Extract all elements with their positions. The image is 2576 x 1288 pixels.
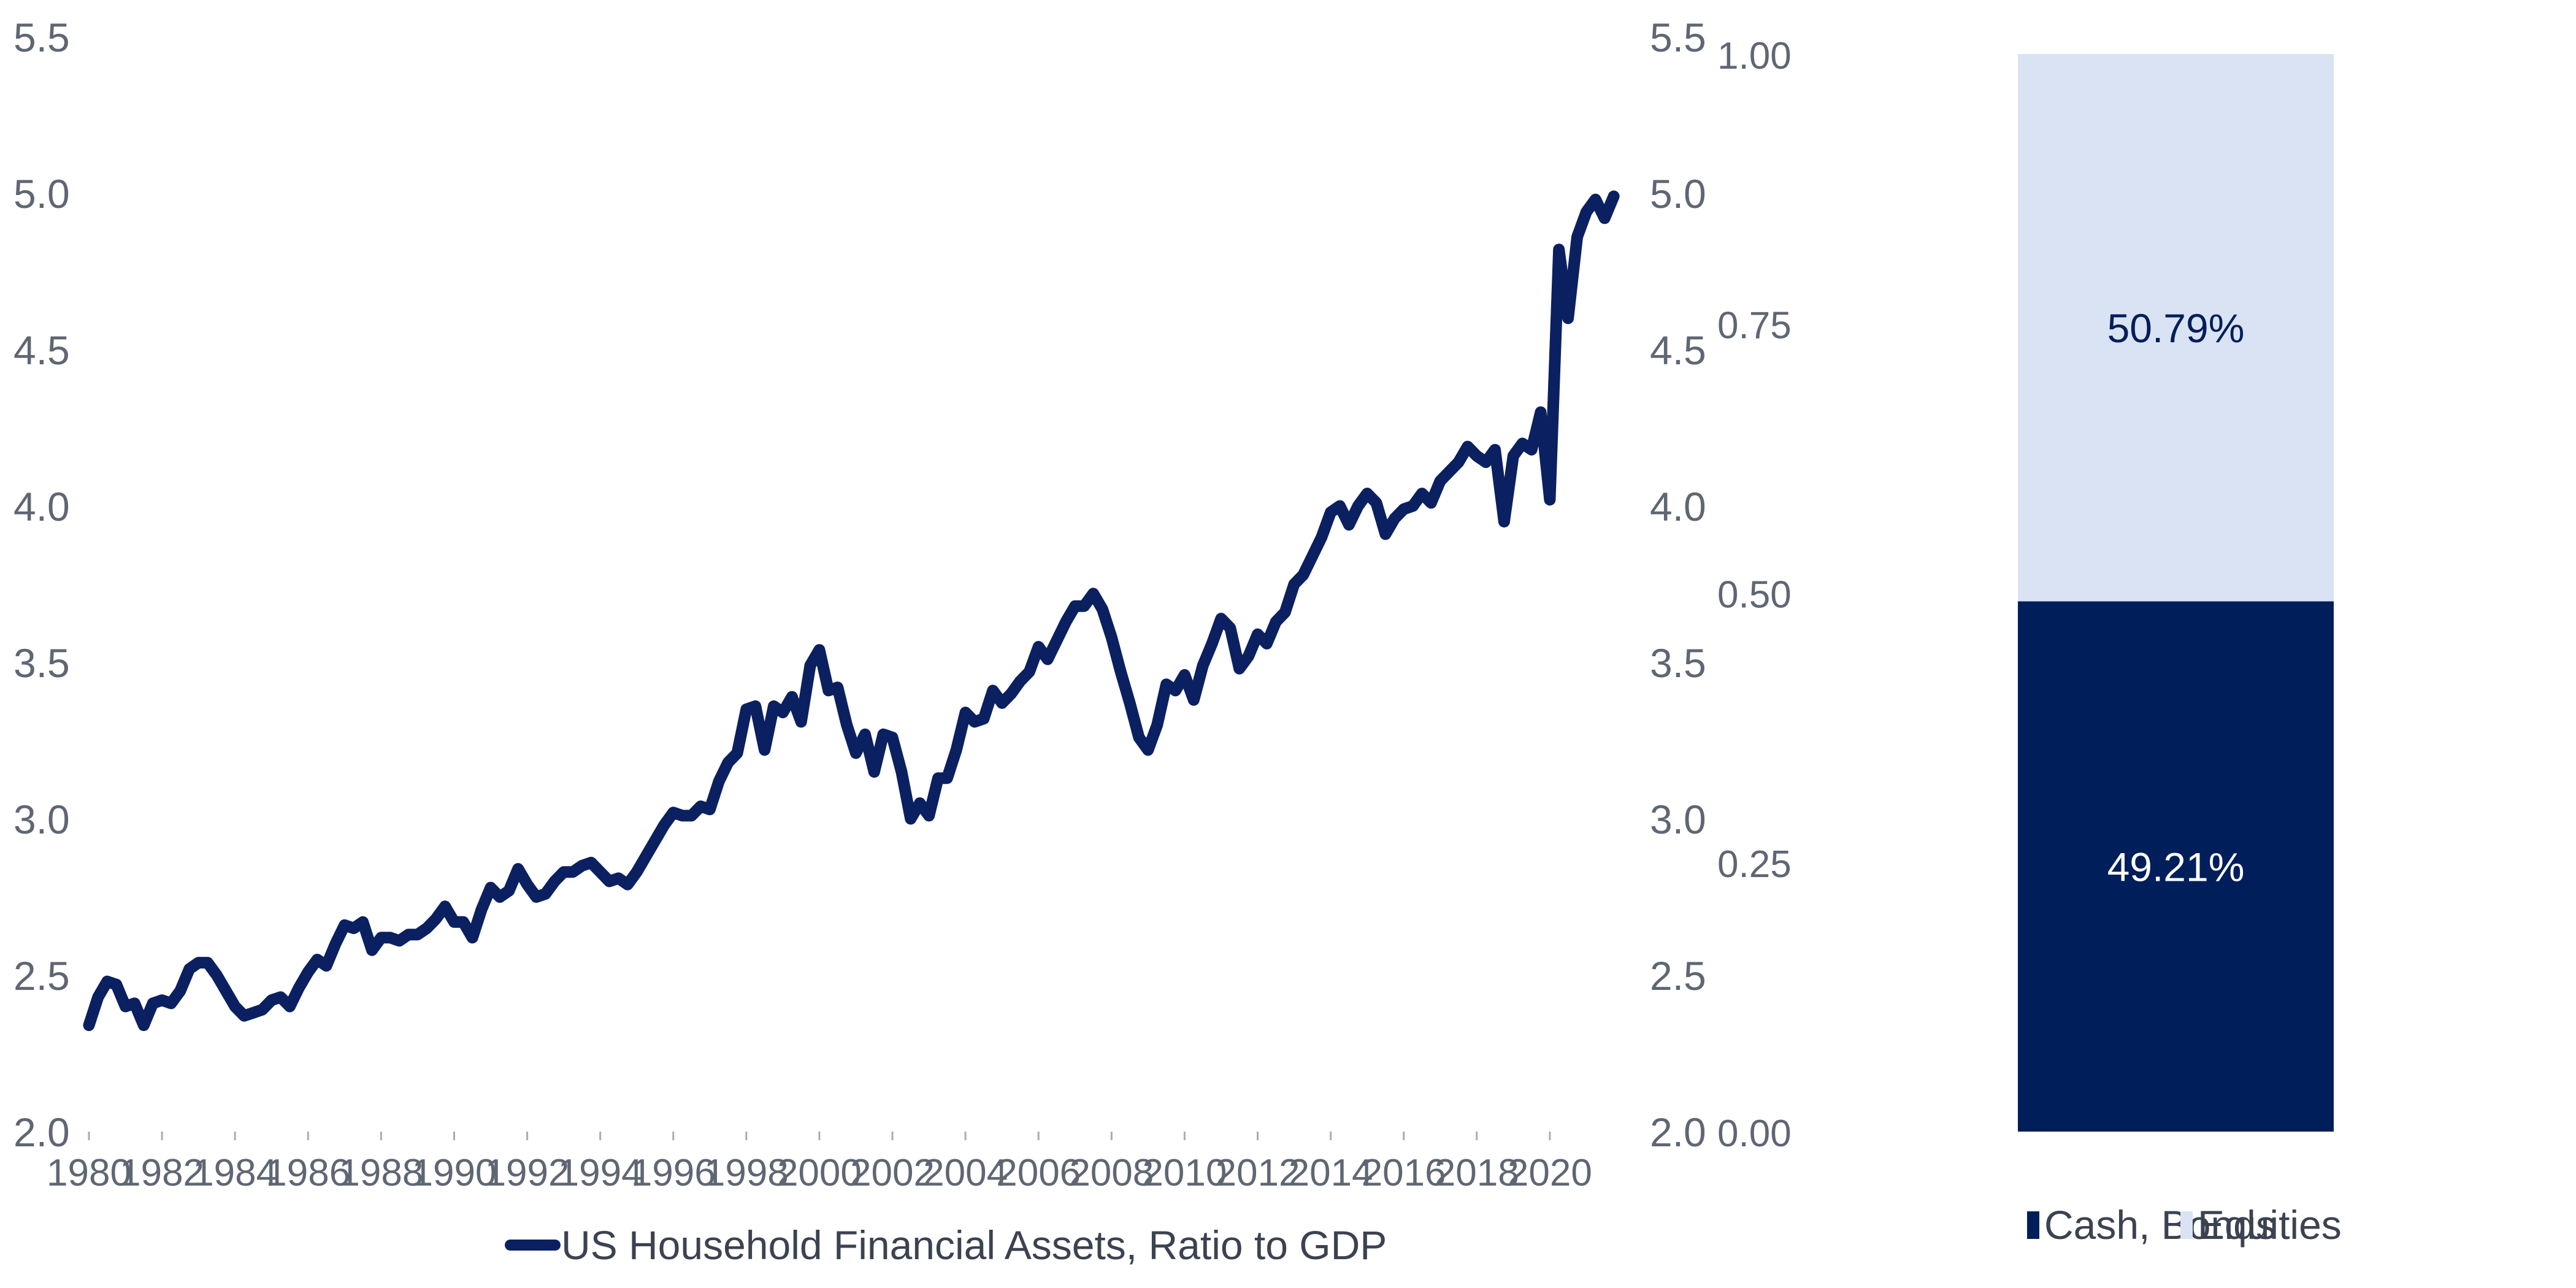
- series-line-household-assets: [83, 190, 1620, 1032]
- x-tick-18: 2016: [1362, 1152, 1446, 1194]
- x-tick-17: 2014: [1289, 1152, 1373, 1194]
- legend-label-cash-bonds: Cash, Bonds: [2044, 1202, 2276, 1248]
- y-left-tick-4: 4.0: [13, 484, 70, 529]
- x-tick-13: 2006: [996, 1152, 1081, 1194]
- bar-y-tick-0: 0.00: [1717, 1113, 1792, 1155]
- x-tick-9: 1998: [704, 1152, 789, 1194]
- x-tick-3: 1986: [266, 1152, 350, 1194]
- bar-y-tick-3: 0.75: [1717, 304, 1792, 347]
- bar-y-tick-2: 0.50: [1717, 574, 1792, 616]
- legend-swatch-equities: [2180, 1211, 2193, 1239]
- x-tick-15: 2010: [1142, 1152, 1227, 1194]
- y-right-tick-5: 4.5: [1650, 328, 1706, 373]
- legend-label-household-assets: US Household Financial Assets, Ratio to …: [561, 1222, 1387, 1268]
- y-left-tick-1: 2.5: [13, 953, 70, 999]
- y-right-tick-4: 4.0: [1650, 484, 1706, 529]
- x-tick-19: 2018: [1435, 1152, 1519, 1194]
- x-tick-14: 2008: [1069, 1152, 1154, 1194]
- x-tick-10: 2000: [777, 1152, 862, 1194]
- y-left-tick-0: 2.0: [13, 1110, 70, 1155]
- y-right-tick-3: 3.5: [1650, 640, 1706, 686]
- bar-segment-equities: [2018, 54, 2334, 602]
- x-tick-5: 1990: [412, 1152, 496, 1194]
- x-tick-20: 2020: [1508, 1152, 1592, 1194]
- y-left-tick-3: 3.5: [13, 640, 70, 686]
- legend-swatch-cash-bonds: [2027, 1211, 2039, 1239]
- bar-y-tick-4: 1.00: [1717, 35, 1792, 77]
- x-tick-12: 2004: [923, 1152, 1008, 1194]
- stacked-bar-chart: 0.00 0.25 0.50 0.75 1.00 49.21% 50.79% Cash, Bo…: [1717, 35, 2342, 1248]
- y-right-tick-1: 2.5: [1650, 953, 1706, 999]
- y-left-tick-2: 3.0: [13, 797, 70, 842]
- x-tick-8: 1996: [631, 1152, 716, 1194]
- y-right-tick-2: 3.0: [1650, 797, 1706, 842]
- y-left-tick-5: 4.5: [13, 328, 70, 373]
- line-chart: 2.0 2.5 3.0 3.5 4.0 4.5 5.0 5.5 2.0 2.5 3.0 3.5 4.0 4…: [13, 15, 1706, 1268]
- y-right-tick-7: 5.5: [1650, 15, 1706, 60]
- y-left-tick-6: 5.0: [13, 171, 70, 217]
- y-right-tick-0: 2.0: [1650, 1110, 1706, 1155]
- bar-segment-cash-bonds: [2018, 601, 2334, 1132]
- y-left-tick-7: 5.5: [13, 15, 70, 60]
- x-tick-7: 1994: [558, 1152, 643, 1194]
- x-tick-2: 1984: [193, 1152, 277, 1194]
- x-tick-1: 1982: [120, 1152, 204, 1194]
- y-right-tick-6: 5.0: [1650, 171, 1706, 217]
- x-tick-11: 2002: [850, 1152, 935, 1194]
- x-tick-0: 1980: [47, 1152, 131, 1194]
- data-label-equities: 50.79%: [2107, 305, 2245, 351]
- legend-label-equities: Equities: [2198, 1202, 2342, 1248]
- x-tick-6: 1992: [485, 1152, 570, 1194]
- x-tick-16: 2012: [1216, 1152, 1300, 1194]
- x-tick-4: 1988: [339, 1152, 423, 1194]
- bar-y-tick-1: 0.25: [1717, 843, 1792, 886]
- data-label-cash-bonds: 49.21%: [2107, 845, 2245, 890]
